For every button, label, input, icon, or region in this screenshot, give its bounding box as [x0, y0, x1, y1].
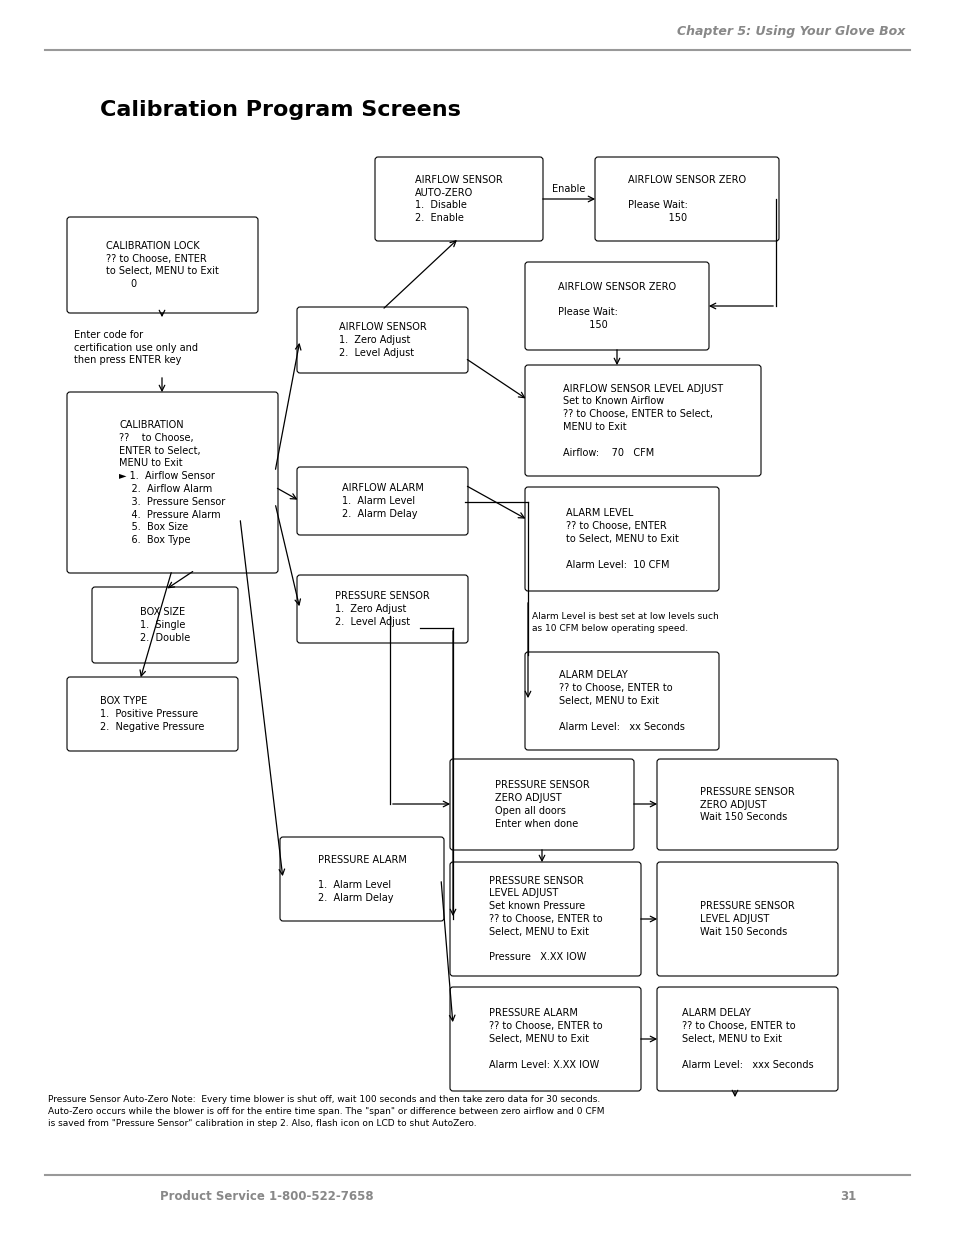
Text: Pressure Sensor Auto-Zero Note:  Every time blower is shut off, wait 100 seconds: Pressure Sensor Auto-Zero Note: Every ti… — [48, 1095, 604, 1128]
FancyBboxPatch shape — [450, 862, 640, 976]
Text: PRESSURE ALARM

1.  Alarm Level
2.  Alarm Delay: PRESSURE ALARM 1. Alarm Level 2. Alarm D… — [317, 855, 406, 903]
FancyBboxPatch shape — [296, 308, 468, 373]
Text: Chapter 5: Using Your Glove Box: Chapter 5: Using Your Glove Box — [676, 25, 904, 38]
FancyBboxPatch shape — [657, 862, 837, 976]
Text: BOX SIZE
1.  Single
2.  Double: BOX SIZE 1. Single 2. Double — [140, 608, 190, 642]
Text: PRESSURE SENSOR
1.  Zero Adjust
2.  Level Adjust: PRESSURE SENSOR 1. Zero Adjust 2. Level … — [335, 592, 430, 627]
Text: AIRFLOW SENSOR
AUTO-ZERO
1.  Disable
2.  Enable: AIRFLOW SENSOR AUTO-ZERO 1. Disable 2. E… — [415, 175, 502, 224]
Text: Enter code for
certification use only and
then press ENTER key: Enter code for certification use only an… — [74, 330, 198, 366]
Text: BOX TYPE
1.  Positive Pressure
2.  Negative Pressure: BOX TYPE 1. Positive Pressure 2. Negativ… — [100, 697, 205, 732]
Text: PRESSURE SENSOR
LEVEL ADJUST
Wait 150 Seconds: PRESSURE SENSOR LEVEL ADJUST Wait 150 Se… — [700, 902, 794, 937]
Text: Calibration Program Screens: Calibration Program Screens — [100, 100, 460, 120]
Text: Alarm Level is best set at low levels such
as 10 CFM below operating speed.: Alarm Level is best set at low levels su… — [532, 613, 718, 632]
Text: PRESSURE ALARM
?? to Choose, ENTER to
Select, MENU to Exit

Alarm Level: X.XX IO: PRESSURE ALARM ?? to Choose, ENTER to Se… — [488, 1009, 601, 1070]
Text: Product Service 1-800-522-7658: Product Service 1-800-522-7658 — [160, 1191, 374, 1203]
Text: AIRFLOW SENSOR
1.  Zero Adjust
2.  Level Adjust: AIRFLOW SENSOR 1. Zero Adjust 2. Level A… — [338, 322, 426, 358]
Text: ALARM LEVEL
?? to Choose, ENTER
to Select, MENU to Exit

Alarm Level:  10 CFM: ALARM LEVEL ?? to Choose, ENTER to Selec… — [565, 509, 678, 569]
FancyBboxPatch shape — [280, 837, 443, 921]
FancyBboxPatch shape — [375, 157, 542, 241]
Text: AIRFLOW ALARM
1.  Alarm Level
2.  Alarm Delay: AIRFLOW ALARM 1. Alarm Level 2. Alarm De… — [341, 483, 423, 519]
Text: CALIBRATION
??    to Choose,
ENTER to Select,
MENU to Exit
► 1.  Airflow Sensor
: CALIBRATION ?? to Choose, ENTER to Selec… — [119, 420, 226, 545]
FancyBboxPatch shape — [450, 987, 640, 1091]
Text: PRESSURE SENSOR
ZERO ADJUST
Open all doors
Enter when done: PRESSURE SENSOR ZERO ADJUST Open all doo… — [494, 781, 589, 829]
Text: 31: 31 — [840, 1191, 856, 1203]
FancyBboxPatch shape — [296, 467, 468, 535]
FancyBboxPatch shape — [657, 987, 837, 1091]
Text: Enable: Enable — [552, 184, 585, 194]
Text: ALARM DELAY
?? to Choose, ENTER to
Select, MENU to Exit

Alarm Level:   xx Secon: ALARM DELAY ?? to Choose, ENTER to Selec… — [558, 671, 684, 731]
FancyBboxPatch shape — [450, 760, 634, 850]
FancyBboxPatch shape — [67, 217, 257, 312]
FancyBboxPatch shape — [524, 366, 760, 475]
FancyBboxPatch shape — [91, 587, 237, 663]
FancyBboxPatch shape — [67, 391, 277, 573]
FancyBboxPatch shape — [524, 262, 708, 350]
Text: AIRFLOW SENSOR ZERO

Please Wait:
          150: AIRFLOW SENSOR ZERO Please Wait: 150 — [558, 282, 676, 330]
FancyBboxPatch shape — [67, 677, 237, 751]
Text: ALARM DELAY
?? to Choose, ENTER to
Select, MENU to Exit

Alarm Level:   xxx Seco: ALARM DELAY ?? to Choose, ENTER to Selec… — [681, 1009, 813, 1070]
Text: PRESSURE SENSOR
ZERO ADJUST
Wait 150 Seconds: PRESSURE SENSOR ZERO ADJUST Wait 150 Sec… — [700, 787, 794, 823]
Text: AIRFLOW SENSOR LEVEL ADJUST
Set to Known Airflow
?? to Choose, ENTER to Select,
: AIRFLOW SENSOR LEVEL ADJUST Set to Known… — [562, 384, 722, 457]
Text: PRESSURE SENSOR
LEVEL ADJUST
Set known Pressure
?? to Choose, ENTER to
Select, M: PRESSURE SENSOR LEVEL ADJUST Set known P… — [488, 876, 601, 962]
Text: AIRFLOW SENSOR ZERO

Please Wait:
             150: AIRFLOW SENSOR ZERO Please Wait: 150 — [627, 175, 745, 224]
FancyBboxPatch shape — [524, 487, 719, 592]
FancyBboxPatch shape — [657, 760, 837, 850]
Text: CALIBRATION LOCK
?? to Choose, ENTER
to Select, MENU to Exit
        0: CALIBRATION LOCK ?? to Choose, ENTER to … — [106, 241, 218, 289]
FancyBboxPatch shape — [296, 576, 468, 643]
FancyBboxPatch shape — [524, 652, 719, 750]
FancyBboxPatch shape — [595, 157, 779, 241]
